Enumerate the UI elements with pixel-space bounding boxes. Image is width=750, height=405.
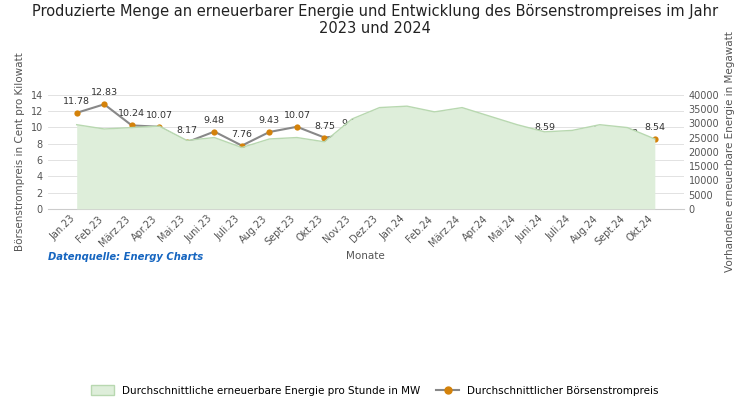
- Text: 7.66: 7.66: [397, 130, 418, 139]
- X-axis label: Monate: Monate: [346, 251, 386, 261]
- Text: 9.48: 9.48: [204, 116, 225, 125]
- Text: 6.24: 6.24: [479, 142, 500, 151]
- Text: 10.07: 10.07: [284, 111, 310, 120]
- Text: 8.2: 8.2: [592, 126, 608, 135]
- Text: 8.17: 8.17: [176, 126, 197, 135]
- Text: 6.85: 6.85: [369, 137, 390, 146]
- Text: 8.59: 8.59: [534, 123, 555, 132]
- Text: 6.13: 6.13: [424, 143, 445, 152]
- Y-axis label: Börsenstrompreis in Cent pro Kilowatt: Börsenstrompreis in Cent pro Kilowatt: [15, 52, 25, 251]
- Text: 10.24: 10.24: [118, 109, 146, 118]
- Text: 9.43: 9.43: [259, 116, 280, 125]
- Y-axis label: Vorhandene erneuerbare Energie in Megawatt: Vorhandene erneuerbare Energie in Megawa…: [725, 31, 735, 272]
- Text: 6.47: 6.47: [452, 140, 472, 149]
- Text: Produzierte Menge an erneuerbarer Energie und Entwicklung des Börsenstrompreises: Produzierte Menge an erneuerbarer Energi…: [32, 4, 718, 36]
- Legend: Durchschnittliche erneuerbare Energie pro Stunde in MW, Durchschnittlicher Börse: Durchschnittliche erneuerbare Energie pr…: [87, 381, 663, 400]
- Text: 11.78: 11.78: [63, 97, 90, 106]
- Text: 12.83: 12.83: [91, 88, 118, 97]
- Text: 7.83: 7.83: [616, 129, 638, 138]
- Text: 6.72: 6.72: [507, 138, 528, 147]
- Text: 9.11: 9.11: [341, 119, 362, 128]
- Text: 10.07: 10.07: [146, 111, 172, 120]
- Text: Datenquelle: Energy Charts: Datenquelle: Energy Charts: [48, 252, 203, 262]
- Text: 7.76: 7.76: [231, 130, 252, 139]
- Text: 8.75: 8.75: [314, 122, 335, 130]
- Text: 6.73: 6.73: [562, 138, 583, 147]
- Text: 8.54: 8.54: [644, 123, 665, 132]
